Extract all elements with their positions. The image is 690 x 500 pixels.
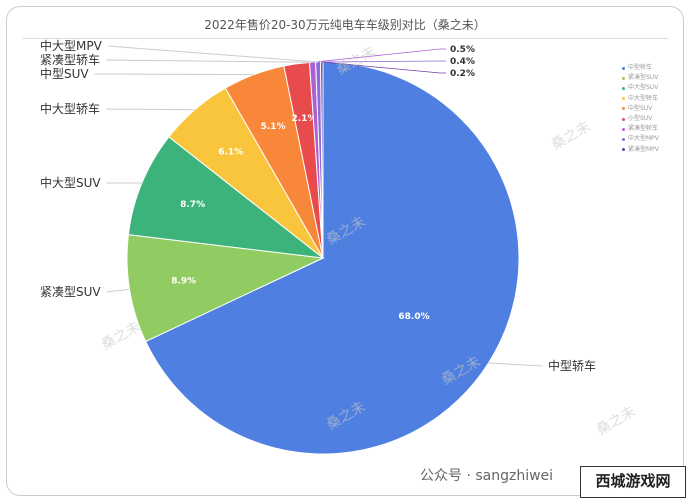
legend-item: 中大型轿车 xyxy=(622,94,659,104)
leader-line-1 xyxy=(106,288,130,293)
legend-marker xyxy=(622,76,625,80)
legend-marker xyxy=(622,87,625,90)
data-label-2: 8.7% xyxy=(180,200,205,210)
legend-label: 紧凑型轿车 xyxy=(628,125,659,133)
category-label-0: 中型轿车 xyxy=(548,358,596,373)
category-label-7: 中大型MPV xyxy=(40,38,103,53)
category-label-4: 中型SUV xyxy=(40,66,89,81)
data-label-1: 8.9% xyxy=(171,277,196,287)
legend: 中型轿车紧凑型SUV 中大型SUV 中大型轿车中型SUV 小型SUV 紧凑型轿车中大型M… xyxy=(622,63,659,155)
watermark: 桑之未 xyxy=(549,119,593,154)
category-label-3: 中大型轿车 xyxy=(40,101,100,116)
legend-item: 紧凑型SUV xyxy=(622,73,659,83)
legend-label: 紧凑型SUV xyxy=(628,74,659,82)
category-label-2: 中大型SUV xyxy=(40,175,101,190)
legend-marker xyxy=(622,107,625,111)
legend-label: 中大型SUV xyxy=(628,84,659,92)
category-label-6: 紧凑型轿车 xyxy=(40,52,100,67)
legend-label: 中大型轿车 xyxy=(628,94,659,102)
data-label-6: 0.5% xyxy=(450,45,475,55)
data-label-leader-6 xyxy=(312,48,446,63)
title-divider xyxy=(22,38,668,39)
legend-label: 紧凑型MPV xyxy=(628,145,659,153)
leader-line-0 xyxy=(488,362,544,367)
footer-text: 公众号 · sangzhiwei xyxy=(420,468,554,484)
legend-item: 中大型MPV xyxy=(622,134,659,144)
legend-marker xyxy=(622,138,625,142)
legend-label: 中型SUV xyxy=(628,104,653,112)
data-label-8: 0.2% xyxy=(450,69,475,79)
data-label-leader-7 xyxy=(318,60,446,63)
leader-line-3 xyxy=(106,108,195,111)
watermark: 桑之未 xyxy=(594,404,638,439)
leader-line-6 xyxy=(106,59,313,63)
legend-marker xyxy=(622,127,625,131)
legend-item: 中型轿车 xyxy=(622,63,659,73)
legend-marker xyxy=(622,148,625,152)
data-label-0: 68.0% xyxy=(398,312,429,322)
legend-item: 紧凑型MPV xyxy=(622,145,659,155)
legend-marker xyxy=(622,66,625,70)
frame xyxy=(6,6,684,496)
legend-label: 中型轿车 xyxy=(628,64,653,71)
legend-item: 紧凑型轿车 xyxy=(622,124,659,134)
data-label-leader-8 xyxy=(321,61,446,74)
data-label-7: 0.4% xyxy=(450,57,475,67)
leader-line-7 xyxy=(107,45,319,63)
category-label-1: 紧凑型SUV xyxy=(40,285,101,299)
data-label-3: 6.1% xyxy=(218,147,243,157)
data-label-4: 5.1% xyxy=(261,122,286,132)
legend-item: 中型SUV xyxy=(622,104,659,114)
site-logo: 西城游戏网 xyxy=(580,466,686,498)
watermark: 桑之未 xyxy=(99,319,143,354)
leader-line-4 xyxy=(94,73,254,76)
legend-marker xyxy=(622,97,625,101)
legend-marker xyxy=(622,117,625,121)
data-label-5: 2.1% xyxy=(292,114,317,124)
legend-item: 中大型SUV xyxy=(622,83,659,93)
legend-label: 中大型MPV xyxy=(628,135,659,143)
legend-item: 小型SUV xyxy=(622,114,659,124)
legend-label: 小型SUV xyxy=(628,115,653,123)
chart-title: 2022年售价20-30万元纯电车车级别对比（桑之未） xyxy=(204,18,486,32)
